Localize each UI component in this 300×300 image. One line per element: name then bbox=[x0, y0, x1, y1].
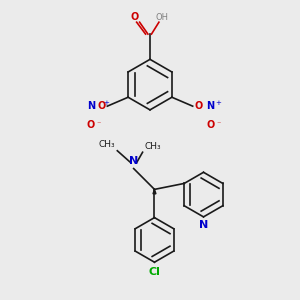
Text: O: O bbox=[130, 12, 139, 22]
Text: N: N bbox=[129, 156, 138, 166]
Text: O: O bbox=[98, 101, 106, 111]
Text: N: N bbox=[199, 220, 208, 230]
Text: ⁻: ⁻ bbox=[97, 119, 101, 128]
Text: +: + bbox=[103, 100, 109, 106]
Text: OH: OH bbox=[156, 13, 169, 22]
Text: ⁻: ⁻ bbox=[217, 119, 221, 128]
Text: N: N bbox=[87, 101, 95, 111]
Text: O: O bbox=[194, 101, 202, 111]
Text: O: O bbox=[206, 119, 214, 130]
Text: N: N bbox=[206, 101, 214, 111]
Text: O: O bbox=[87, 119, 95, 130]
Polygon shape bbox=[153, 189, 156, 194]
Text: CH₃: CH₃ bbox=[99, 140, 115, 149]
Text: Cl: Cl bbox=[148, 267, 160, 277]
Text: +: + bbox=[215, 100, 221, 106]
Text: CH₃: CH₃ bbox=[144, 142, 161, 151]
